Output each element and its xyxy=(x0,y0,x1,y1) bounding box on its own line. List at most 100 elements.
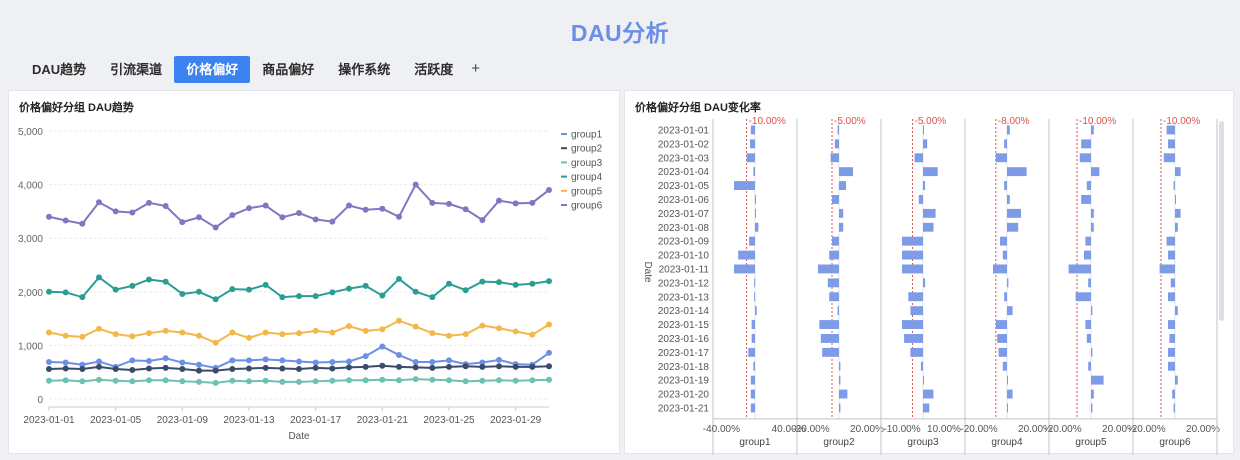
data-point-group1 xyxy=(312,359,319,366)
series-line-group1 xyxy=(48,345,550,369)
data-point-group4 xyxy=(146,276,152,283)
data-point-group3 xyxy=(546,376,552,383)
tab-dau-trend[interactable]: DAU趋势 xyxy=(32,62,87,77)
add-tab-button[interactable]: + xyxy=(471,60,481,77)
bar-group4 xyxy=(993,264,1007,274)
tab-activity[interactable]: 活跃度 xyxy=(414,62,454,77)
bar-group5 xyxy=(1079,153,1091,163)
bar-group1 xyxy=(755,222,759,232)
x-tick-label: 2023-01-05 xyxy=(90,415,142,426)
bar-group3 xyxy=(923,278,926,288)
data-point-group5 xyxy=(229,329,236,336)
data-point-group4 xyxy=(396,275,402,282)
bar-group5 xyxy=(1091,403,1093,413)
bar-group5 xyxy=(1075,292,1091,302)
data-point-group6 xyxy=(62,217,69,224)
bar-group1 xyxy=(749,139,755,149)
x-tick-label: 20.00% xyxy=(850,424,884,435)
bar-group1 xyxy=(753,167,755,177)
bar-group4 xyxy=(998,347,1007,357)
dau-trend-line-chart[interactable]: 0 1,000 2,000 3,000 4,000 5,000 2023-01-01 2023… xyxy=(9,91,621,455)
tab-price-preference[interactable]: 价格偏好 xyxy=(174,56,251,83)
data-point-group3 xyxy=(429,376,436,383)
data-point-group4 xyxy=(329,289,336,296)
data-point-group5 xyxy=(412,323,419,330)
y-axis-label: Date xyxy=(642,261,653,283)
bar-group5 xyxy=(1081,195,1091,204)
y-tick-label: 5,000 xyxy=(18,127,43,138)
data-point-group1 xyxy=(346,358,352,365)
vertical-scrollbar[interactable] xyxy=(1219,121,1224,321)
data-point-group1 xyxy=(412,359,419,366)
data-point-group3 xyxy=(79,378,86,385)
bar-group1 xyxy=(754,292,756,302)
data-point-group3 xyxy=(362,377,369,384)
bar-group2 xyxy=(839,181,846,190)
tab-operating-system[interactable]: 操作系统 xyxy=(338,62,391,77)
reference-label: -5.00% xyxy=(834,116,866,127)
data-point-group4 xyxy=(462,287,469,294)
bar-group2 xyxy=(837,125,839,135)
data-point-group6 xyxy=(129,209,136,216)
tab-traffic-channel[interactable]: 引流渠道 xyxy=(110,62,163,77)
tab-product-preference[interactable]: 商品偏好 xyxy=(262,62,315,77)
bar-group4 xyxy=(1007,375,1008,385)
data-point-group1 xyxy=(379,343,386,350)
bar-group6 xyxy=(1166,125,1175,135)
data-point-group1 xyxy=(262,356,269,363)
panel-title: 价格偏好分组 DAU趋势 xyxy=(19,102,134,114)
bar-group1 xyxy=(750,389,755,399)
bar-group2 xyxy=(832,195,839,204)
bar-group5 xyxy=(1084,250,1091,260)
bar-group4 xyxy=(1007,125,1010,135)
data-point-group6 xyxy=(312,216,319,223)
data-point-group3 xyxy=(479,377,486,384)
reference-label: -10.00% xyxy=(1079,116,1116,127)
data-point-group3 xyxy=(62,377,69,384)
bar-group2 xyxy=(839,167,853,177)
data-point-group6 xyxy=(462,206,469,213)
data-point-group3 xyxy=(229,377,236,384)
y-tick-label: 2023-01-14 xyxy=(658,306,710,317)
data-point-group5 xyxy=(146,330,152,337)
bar-group2 xyxy=(839,361,841,371)
bar-group5 xyxy=(1085,236,1091,246)
x-tick-label: -20.00% xyxy=(960,424,997,435)
data-point-group3 xyxy=(446,377,452,384)
data-point-group5 xyxy=(296,330,302,337)
data-point-group6 xyxy=(146,199,152,206)
bar-group6 xyxy=(1163,153,1175,163)
bar-group4 xyxy=(997,334,1007,343)
facet-label-group6: group6 xyxy=(1159,437,1191,448)
bar-group1 xyxy=(749,236,755,246)
bar-group1 xyxy=(750,403,755,413)
y-tick-label: 2023-01-15 xyxy=(658,320,710,331)
data-point-group5 xyxy=(346,323,352,330)
legend-label-group2: group2 xyxy=(571,144,603,155)
bar-group6 xyxy=(1168,292,1175,302)
data-point-group2 xyxy=(146,365,152,372)
bar-group3 xyxy=(908,292,923,302)
bar-group2 xyxy=(832,236,839,246)
bar-group3 xyxy=(914,153,923,163)
bar-group5 xyxy=(1085,320,1091,329)
bar-group6 xyxy=(1170,278,1175,288)
legend-label-group4: group4 xyxy=(571,172,603,183)
bar-group4 xyxy=(1007,403,1008,413)
data-point-group2 xyxy=(446,363,452,370)
data-point-group2 xyxy=(462,363,469,370)
x-tick-label: -40.00% xyxy=(703,424,740,435)
dau-change-rate-bar-chart[interactable]: Date 2023-01-01 2023-01-02 2023-01-03 2023-0… xyxy=(625,91,1235,455)
legend-label-group5: group5 xyxy=(571,186,603,197)
bar-group2 xyxy=(837,306,839,316)
bar-group1 xyxy=(750,125,755,135)
facet-label-group5: group5 xyxy=(1075,437,1107,448)
tab-bar: DAU趋势 引流渠道 价格偏好 商品偏好 操作系统 活跃度 + xyxy=(20,56,486,83)
legend-label-group3: group3 xyxy=(571,158,603,169)
data-point-group3 xyxy=(312,378,319,385)
bar-group6 xyxy=(1175,306,1178,316)
x-tick-label: -20.00% xyxy=(1044,424,1081,435)
data-point-group5 xyxy=(129,333,136,340)
bar-group6 xyxy=(1172,389,1175,399)
bar-group1 xyxy=(755,195,756,204)
